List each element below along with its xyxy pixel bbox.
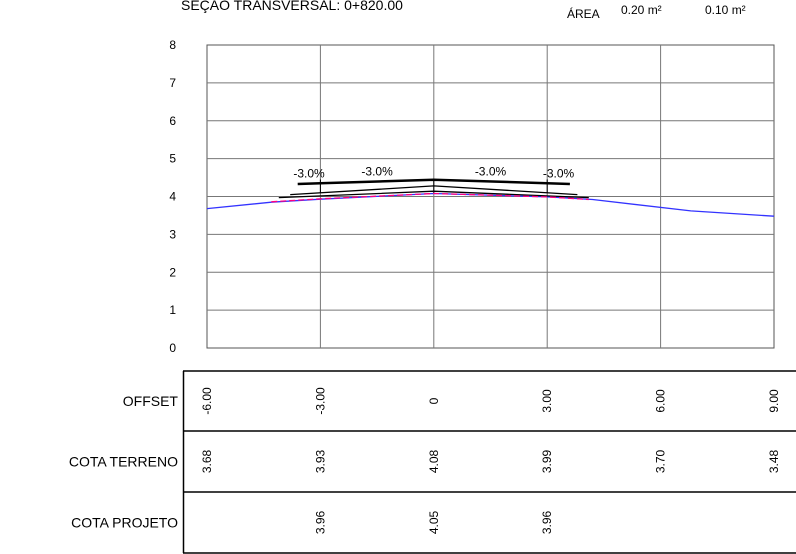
table-cell-value: 3.93: [313, 449, 327, 473]
table-cell-value: 3.99: [540, 449, 554, 473]
table-cell-value: -3.00: [313, 387, 327, 415]
table-cell-value: 3.96: [313, 510, 327, 534]
y-tick-label: 2: [169, 265, 176, 279]
y-tick-label: 5: [169, 152, 176, 166]
table-cell-value: 3.70: [654, 449, 668, 473]
y-tick-label: 7: [169, 76, 176, 90]
y-axis-ticks: 0 1 2 3 4 5 6 7 8: [169, 38, 176, 355]
area-label: ÁREA: [567, 6, 600, 21]
slope-label: -3.0%: [293, 167, 325, 181]
section-title: SEÇÃO TRANSVERSAL: 0+820.00: [181, 0, 403, 13]
y-tick-label: 3: [169, 227, 176, 241]
y-tick-label: 4: [169, 190, 176, 204]
y-tick-label: 8: [169, 38, 176, 52]
table-cell-value: 9.00: [767, 389, 781, 413]
table-row-label: OFFSET: [123, 393, 179, 409]
section-lines: [206, 178, 775, 217]
table-row-label: COTA PROJETO: [71, 515, 178, 531]
area-value-2: 0.10 m²: [705, 3, 746, 17]
table-cell-value: 3.96: [540, 510, 554, 534]
slope-label: -3.0%: [475, 165, 507, 179]
y-tick-label: 6: [169, 114, 176, 128]
y-tick-label: 1: [169, 303, 176, 317]
table-row-label: COTA TERRENO: [69, 454, 178, 470]
data-table: OFFSET -6.00 -3.00 0 3.00 6.00 9.00 COTA TERREN…: [69, 370, 796, 554]
table-cell-value: 6.00: [654, 389, 668, 413]
section-line-cut-fill-boundary: [271, 192, 589, 203]
table-cell-value: 0: [427, 397, 441, 404]
table-cell-value: 3.68: [200, 449, 214, 473]
slope-label: -3.0%: [361, 165, 393, 179]
table-cell-value: 4.08: [427, 449, 441, 473]
table-cell-value: 3.00: [540, 389, 554, 413]
table-cell-value: -6.00: [200, 387, 214, 415]
slope-label: -3.0%: [543, 167, 575, 181]
table-cell-value: 3.48: [767, 449, 781, 473]
table-cell-value: 4.05: [427, 510, 441, 534]
slope-labels: -3.0% -3.0% -3.0% -3.0%: [293, 165, 574, 181]
y-tick-label: 0: [169, 341, 176, 355]
area-value-1: 0.20 m²: [621, 3, 662, 17]
